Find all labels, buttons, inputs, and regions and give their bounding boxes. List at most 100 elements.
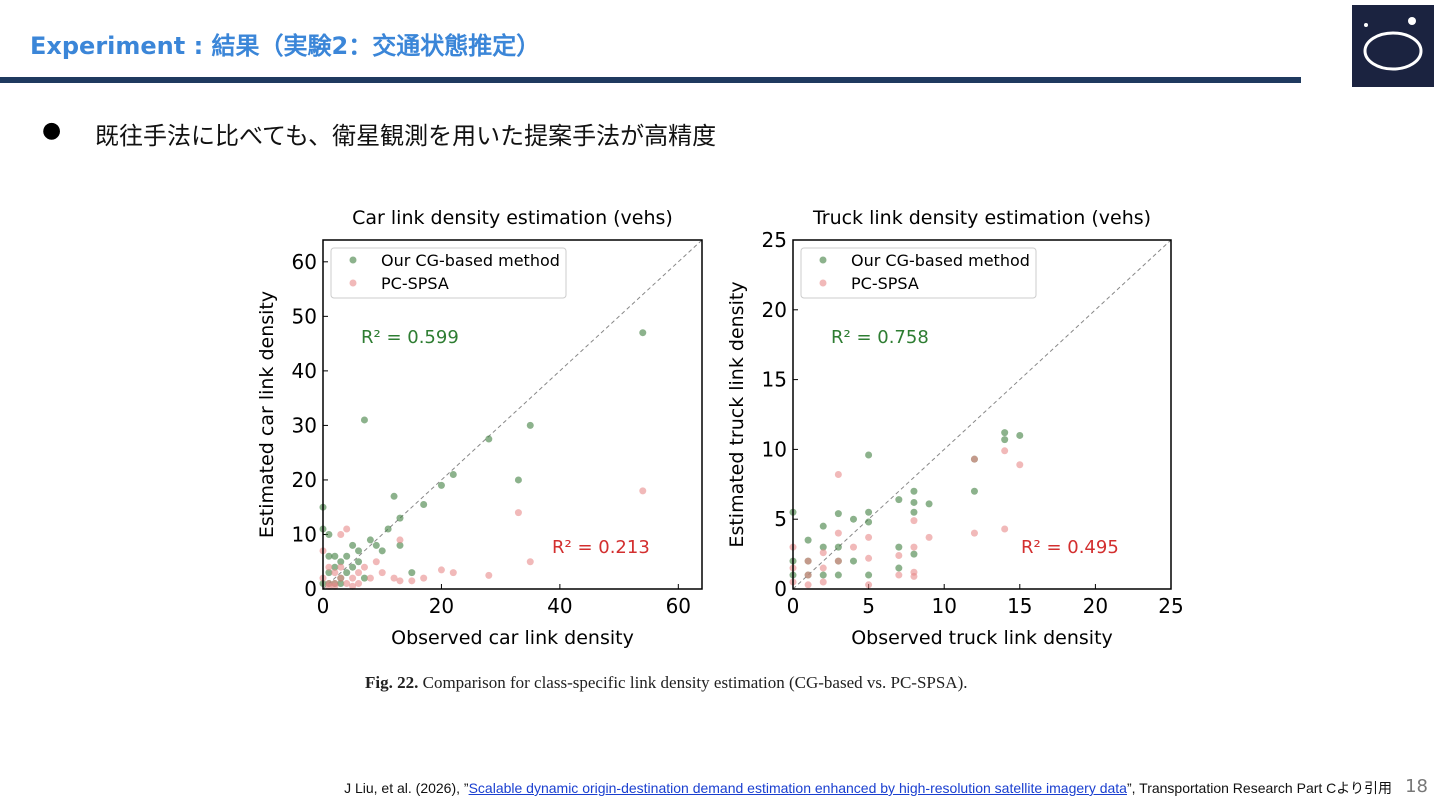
bullet-dot: ● (42, 118, 62, 143)
plot-frame (792, 239, 1172, 590)
point (420, 500, 428, 508)
point (420, 574, 428, 582)
point (1001, 447, 1009, 455)
point (449, 470, 457, 478)
point (355, 547, 363, 555)
x-tick-label: 5 (862, 594, 875, 618)
point (1001, 436, 1009, 444)
point (910, 508, 918, 516)
point (910, 517, 918, 525)
point (343, 525, 351, 533)
point (849, 515, 857, 523)
point (834, 543, 842, 551)
point (378, 569, 386, 577)
point (325, 530, 333, 538)
point (325, 582, 333, 590)
point (390, 574, 398, 582)
point (819, 564, 827, 572)
point (514, 476, 522, 484)
slide-title: Experiment : 結果（実験2：交通状態推定） (30, 32, 541, 60)
legend-marker (349, 279, 357, 287)
point (910, 487, 918, 495)
point (343, 552, 351, 560)
point (865, 451, 873, 459)
legend-marker (349, 256, 357, 264)
point (437, 566, 445, 574)
diagonal (792, 239, 1172, 590)
point (925, 533, 933, 541)
point (849, 557, 857, 565)
page-number: 18 (1405, 776, 1428, 797)
point (819, 543, 827, 551)
point (355, 558, 363, 566)
legend-label: Our CG-based method (851, 251, 1030, 270)
legend-marker (819, 279, 827, 287)
legend-label: PC-SPSA (381, 274, 449, 293)
y-tick-label: 60 (292, 250, 317, 274)
point (834, 557, 842, 565)
x-tick-label: 0 (317, 594, 330, 618)
point (355, 580, 363, 588)
point (396, 514, 404, 522)
point (360, 563, 368, 571)
caption-label: Fig. 22. (365, 673, 419, 692)
bullet-text: 既往手法に比べても、衛星観測を用いた提案手法が高精度 (95, 122, 717, 150)
x-tick-label: 20 (1083, 594, 1108, 618)
x-tick-label: 15 (1007, 594, 1032, 618)
legend-label: Our CG-based method (381, 251, 560, 270)
point (865, 533, 873, 541)
point (449, 569, 457, 577)
point (834, 571, 842, 579)
y-tick-label: 5 (774, 507, 787, 531)
footer-after: ”, Transportation Research Part Cより引用 (1126, 780, 1392, 796)
point (865, 554, 873, 562)
y-tick-label: 40 (292, 359, 317, 383)
point (819, 578, 827, 586)
r2-annotation: R² = 0.599 (361, 327, 459, 348)
point (485, 435, 493, 443)
point (384, 525, 392, 533)
point (349, 563, 357, 571)
point (639, 487, 647, 495)
point (1001, 429, 1009, 437)
title-bar (0, 77, 1301, 83)
x-tick-label: 0 (787, 594, 800, 618)
point (804, 571, 812, 579)
x-axis-label: Observed car link density (391, 627, 634, 649)
x-tick-label: 10 (931, 594, 956, 618)
point (396, 536, 404, 544)
point (526, 421, 534, 429)
y-tick-label: 10 (762, 437, 787, 461)
point (360, 574, 368, 582)
point (337, 563, 345, 571)
point (865, 508, 873, 516)
caption-text: Comparison for class-specific link densi… (422, 673, 968, 692)
point (437, 481, 445, 489)
point (337, 558, 345, 566)
y-axis-label: Estimated car link density (256, 291, 278, 538)
point (325, 569, 333, 577)
point (970, 529, 978, 537)
point (366, 574, 374, 582)
point (804, 581, 812, 589)
legend-box (330, 247, 567, 299)
point (895, 543, 903, 551)
point (865, 518, 873, 526)
point (396, 577, 404, 585)
point (378, 547, 386, 555)
point (819, 522, 827, 530)
point (337, 580, 345, 588)
y-tick-label: 20 (762, 298, 787, 322)
point (337, 530, 345, 538)
footer-link[interactable]: Scalable dynamic origin-destination dema… (468, 780, 1127, 796)
point (834, 471, 842, 479)
legend-marker (819, 256, 827, 264)
x-tick-label: 20 (429, 594, 454, 618)
x-axis-label: Observed truck link density (851, 627, 1113, 649)
point (895, 551, 903, 559)
point (970, 455, 978, 463)
x-tick-label: 60 (666, 594, 691, 618)
point (639, 329, 647, 337)
point (526, 558, 534, 566)
point (408, 577, 416, 585)
